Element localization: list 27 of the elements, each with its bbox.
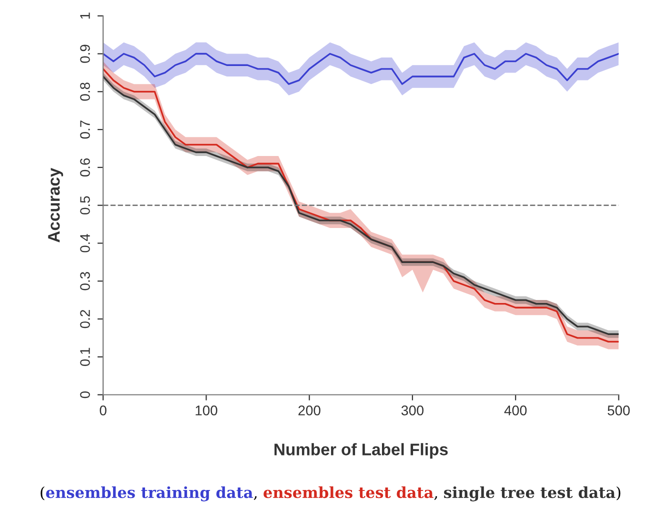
x-tick-label: 100 <box>196 406 218 416</box>
y-tick-label: 1 <box>80 12 90 19</box>
y-tick-label: 0.9 <box>80 44 90 63</box>
text: ensembles training data <box>46 486 253 502</box>
text: ( <box>40 486 44 500</box>
text: ensembles test data <box>264 486 434 498</box>
y-tick-label: 0.5 <box>80 196 90 214</box>
x-tick-label: 400 <box>504 406 527 416</box>
x-tick-label: 0 <box>100 406 106 416</box>
x-tick-label: 200 <box>298 406 320 416</box>
x-tick-label: 500 <box>608 406 630 416</box>
y-tick-label: 0.4 <box>80 234 90 252</box>
x-tick-label: 300 <box>401 406 424 416</box>
x-axis-title: Number of Label Flips <box>274 443 448 459</box>
text: ) <box>616 486 620 500</box>
text: single tree test data <box>444 486 616 502</box>
y-tick-label: 0.3 <box>80 272 90 290</box>
y-tick-label: 0.7 <box>80 120 90 139</box>
y-tick-label: 0.2 <box>80 310 90 328</box>
line-series <box>103 52 619 85</box>
y-axis-title: Accuracy <box>48 168 64 242</box>
y-tick-label: 0.8 <box>80 82 90 101</box>
text: , <box>254 496 257 500</box>
y-tick-label: 0 <box>80 391 90 398</box>
y-tick-label: 0.6 <box>80 158 90 177</box>
y-tick-label: 0.1 <box>80 348 90 366</box>
text: , <box>434 496 438 500</box>
